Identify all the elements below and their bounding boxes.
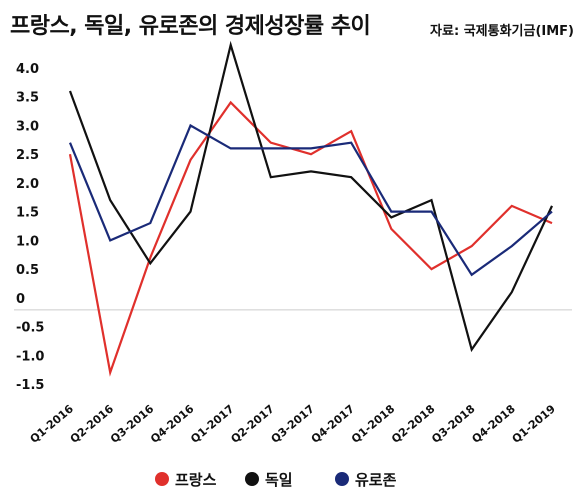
legend-item-germany: 독일 [245,466,293,492]
x-tick-label: Q4-2017 [309,402,357,446]
legend-label-germany: 독일 [265,470,293,489]
x-tick-label: Q3-2018 [429,402,477,446]
y-tick-label: 4.0 [16,62,39,77]
y-tick-label: 3.5 [16,91,39,106]
title-row: 프랑스, 독일, 유로존의 경제성장률 추이 자료: 국제통화기금(IMF) [10,8,582,42]
series-lines [68,40,553,377]
chart-title: 프랑스, 독일, 유로존의 경제성장률 추이 [10,14,371,39]
y-tick-label: 1.5 [16,206,39,221]
x-tick-label: Q1-2019 [510,402,558,446]
y-tick-label: -1.5 [16,378,44,393]
y-tick-label: -1.0 [16,349,44,364]
legend-marker-eurozone [335,472,349,486]
y-tick-label: 2.5 [16,148,39,163]
x-tick-label: Q3-2016 [108,402,157,446]
series-line-germany [68,40,553,353]
x-tick-label: Q1-2017 [188,402,236,446]
x-tick-label: Q1-2018 [349,402,397,446]
y-tick-label: 1.0 [16,234,39,249]
source-note: 자료: 국제통화기금(IMF) [430,24,574,39]
y-axis: 4.0 3.5 3.0 2.5 2.0 1.5 1.0 0.5 0 -0.5 -1.0 -1.5 [16,62,44,393]
y-tick-label: 3.0 [16,119,39,134]
x-tick-label: Q4-2018 [469,402,517,446]
y-tick-label: 2.0 [16,177,39,192]
x-tick-label: Q3-2017 [269,402,317,446]
legend-item-france: 프랑스 [155,466,216,492]
legend-marker-germany [245,472,259,486]
legend-label-eurozone: 유로존 [355,470,397,489]
y-tick-label: 0.5 [16,263,39,278]
x-axis: Q1-2016Q2-2016Q3-2016Q4-2016Q1-2017Q2-20… [28,402,558,446]
x-tick-label: Q2-2018 [389,402,437,446]
series-line-france [68,100,553,377]
x-tick-label: Q2-2016 [68,402,117,446]
line-chart: 4.0 3.5 3.0 2.5 2.0 1.5 1.0 0.5 0 -0.5 -1.0 -1.5 Q1… [14,40,572,446]
series-line-eurozone [68,123,553,277]
y-tick-label: -0.5 [16,321,44,336]
legend-marker-france [155,472,169,486]
legend-label-france: 프랑스 [175,470,217,489]
y-tick-label: 0 [16,292,25,307]
legend-item-eurozone: 유로존 [335,466,396,492]
x-tick-label: Q2-2017 [228,402,276,446]
x-tick-label: Q1-2016 [28,402,77,446]
x-tick-label: Q4-2016 [148,402,197,446]
legend: 프랑스 독일 유로존 [0,466,588,492]
